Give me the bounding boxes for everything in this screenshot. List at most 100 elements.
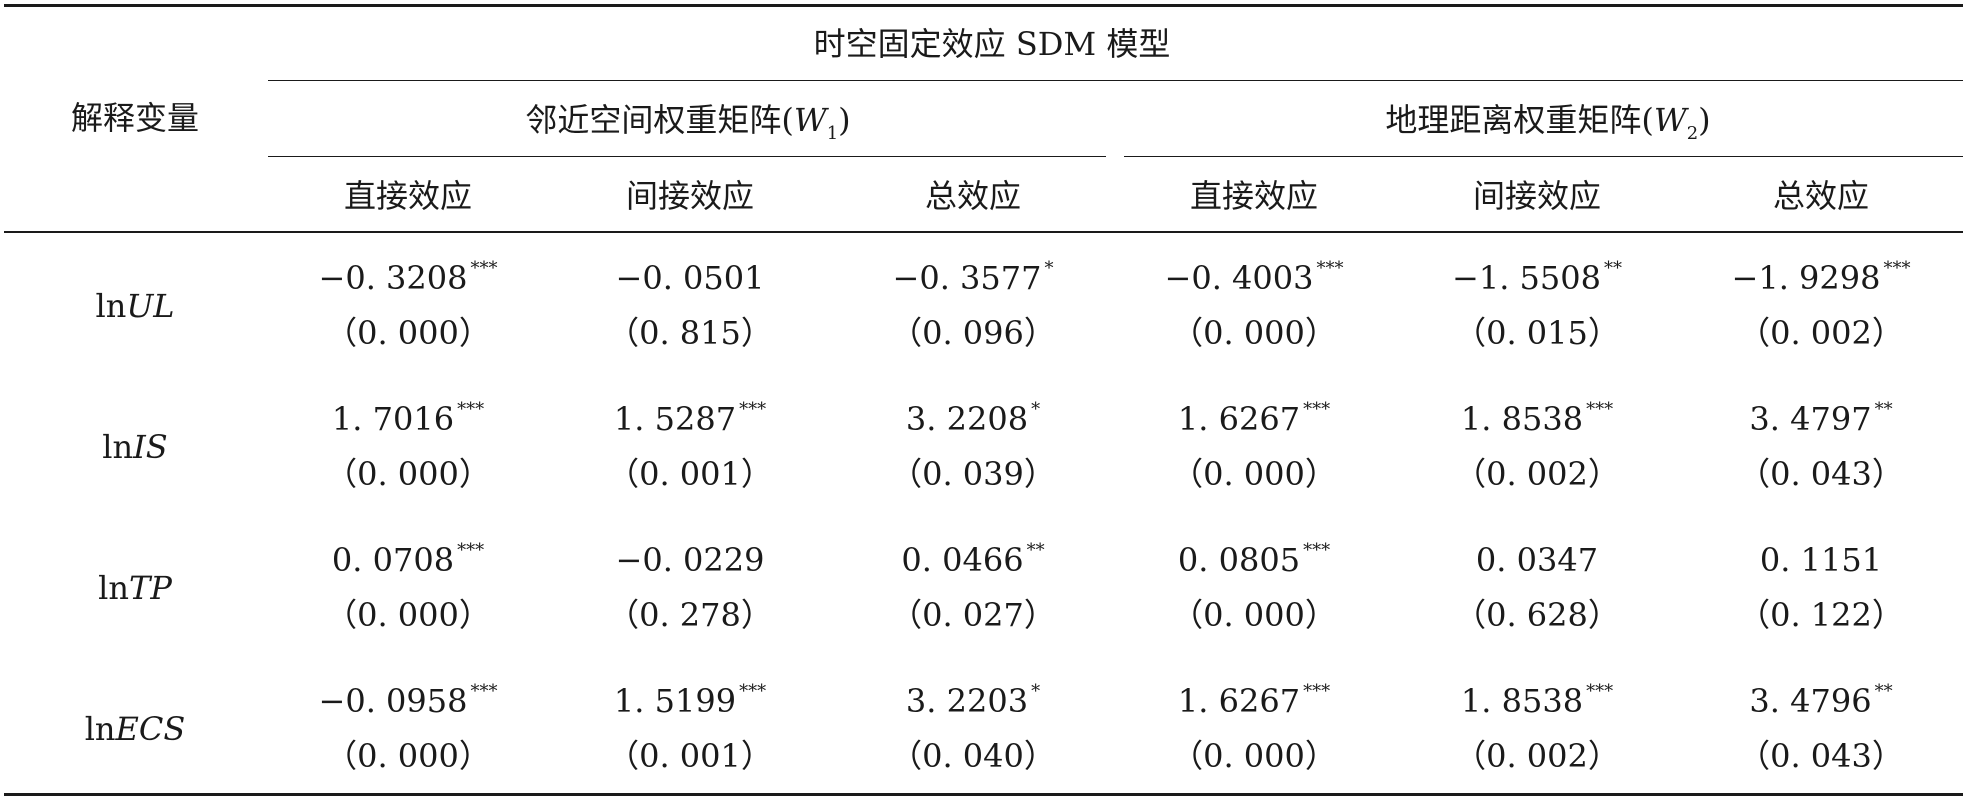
w2-header-symbol: W	[1653, 101, 1687, 139]
p-value-cell: （0. 000）	[1171, 737, 1337, 775]
p-value-cell: （0. 000）	[325, 455, 491, 493]
coefficient-cell: −0. 0229	[616, 544, 765, 576]
coefficient-value: 1. 8538	[1460, 400, 1584, 438]
variable-prefix: ln	[98, 569, 129, 607]
coefficient-cell: 0. 0708 ***	[332, 542, 484, 577]
coefficient-cell: 3. 2208 *	[905, 400, 1040, 438]
coefficient-value: −0. 4003	[1164, 259, 1314, 297]
top-rule	[4, 4, 1963, 7]
p-value-cell: （0. 628）	[1454, 596, 1620, 634]
p-value-cell: （0. 039）	[890, 455, 1056, 493]
coefficient-cell: 3. 4796 **	[1749, 682, 1892, 720]
coefficient-value: −0. 0229	[615, 541, 765, 579]
coefficient-value: 0. 1151	[1759, 541, 1883, 579]
p-value-cell: （0. 027）	[890, 596, 1056, 634]
p-value-cell: （0. 000）	[325, 737, 491, 775]
coefficient-cell: −0. 4003 ***	[1164, 259, 1344, 297]
variable-prefix: ln	[95, 287, 127, 325]
significance-stars: **	[1603, 258, 1622, 279]
coefficient-value: 1. 5199	[613, 682, 737, 720]
significance-stars: **	[1874, 399, 1893, 420]
coefficient-cell: 1. 5287 ***	[614, 401, 766, 436]
p-value-cell: （0. 000）	[1171, 455, 1337, 493]
effect-header-w1-total: 总效应	[924, 177, 1022, 215]
coefficient-value: 3. 2208	[905, 400, 1029, 438]
significance-stars: ***	[1586, 681, 1614, 702]
effect-header-w2-indirect: 间接效应	[1472, 177, 1602, 215]
w1-header-symbol: W	[793, 101, 827, 139]
model-header-rule	[268, 80, 1963, 81]
row-variable-label: lnIS	[102, 431, 167, 463]
effect-header-w2-total: 总效应	[1772, 177, 1870, 215]
coefficient-cell: 0. 0805 ***	[1177, 541, 1330, 579]
effect-header-w2-direct: 直接效应	[1189, 177, 1319, 215]
row-variable-label: lnUL	[95, 290, 174, 322]
coefficient-cell: 0. 0466 **	[901, 541, 1044, 579]
coefficient-value: 3. 4797	[1749, 400, 1872, 438]
variable-prefix: ln	[102, 428, 134, 466]
w2-header-prefix: 地理距离权重矩阵(	[1385, 101, 1654, 139]
p-value-cell: （0. 043）	[1738, 455, 1904, 493]
significance-stars: ***	[470, 681, 498, 702]
bottom-rule	[4, 793, 1963, 796]
coefficient-value: 1. 7016	[331, 400, 455, 438]
significance-stars: ***	[1303, 399, 1331, 420]
coefficient-value: 3. 4796	[1749, 682, 1872, 720]
coefficient-cell: 1. 6267 ***	[1178, 401, 1330, 436]
model-header: 时空固定效应 SDM 模型	[813, 25, 1171, 63]
coefficient-value: 0. 0805	[1177, 541, 1301, 579]
coefficient-cell: −1. 9298 ***	[1732, 260, 1911, 295]
w2-header-suffix: )	[1698, 101, 1711, 139]
p-value-cell: （0. 002）	[1738, 314, 1904, 352]
w2-matrix-header: 地理距离权重矩阵(W2)	[1385, 101, 1711, 143]
coefficient-cell: −0. 3577 *	[893, 260, 1054, 295]
coefficient-cell: 1. 8538 ***	[1460, 400, 1613, 438]
p-value-cell: （0. 096）	[890, 314, 1056, 352]
significance-stars: **	[1874, 681, 1893, 702]
p-value-cell: （0. 002）	[1454, 455, 1620, 493]
w2-header-rule	[1124, 156, 1963, 157]
p-value-cell: （0. 015）	[1454, 314, 1620, 352]
p-value-cell: （0. 278）	[607, 596, 773, 634]
w1-header-suffix: )	[838, 101, 851, 139]
coefficient-cell: −0. 0958 ***	[318, 682, 498, 720]
significance-stars: ***	[457, 399, 485, 420]
w1-header-subscript: 1	[826, 123, 839, 144]
significance-stars: ***	[457, 540, 485, 561]
significance-stars: *	[1044, 258, 1054, 279]
p-value-cell: （0. 000）	[1171, 314, 1337, 352]
coefficient-value: 3. 2203	[905, 682, 1029, 720]
coefficient-cell: 0. 0347	[1476, 544, 1598, 576]
coefficient-value: 1. 6267	[1177, 682, 1301, 720]
w1-matrix-header: 邻近空间权重矩阵(W1)	[525, 101, 851, 143]
variable-column-header: 解释变量	[70, 99, 200, 137]
coefficient-cell: 1. 5199 ***	[613, 682, 766, 720]
row-variable-label: lnTP	[98, 572, 172, 604]
variable-name: UL	[126, 287, 175, 325]
p-value-cell: （0. 000）	[1171, 596, 1337, 634]
coefficient-cell: −0. 3208 ***	[318, 259, 498, 297]
p-value-cell: （0. 000）	[325, 596, 491, 634]
w1-header-prefix: 邻近空间权重矩阵(	[525, 101, 794, 139]
coefficient-cell: 1. 8538 ***	[1460, 682, 1613, 720]
p-value-cell: （0. 000）	[325, 314, 491, 352]
significance-stars: ***	[1586, 399, 1614, 420]
coefficient-value: 0. 0466	[901, 541, 1024, 579]
coefficient-value: 0. 0347	[1475, 541, 1599, 579]
w1-header-rule	[268, 156, 1106, 157]
variable-name: TP	[128, 569, 172, 607]
effect-header-w1-direct: 直接效应	[343, 177, 473, 215]
coefficient-value: 1. 8538	[1460, 682, 1584, 720]
p-value-cell: （0. 043）	[1738, 737, 1904, 775]
variable-name: ECS	[115, 710, 186, 748]
coefficient-value: −0. 0958	[318, 682, 468, 720]
significance-stars: ***	[1303, 681, 1331, 702]
coefficient-cell: 3. 4797 **	[1749, 400, 1892, 438]
coefficient-value: −0. 3208	[318, 259, 468, 297]
significance-stars: ***	[1303, 540, 1331, 561]
coefficient-cell: −1. 5508 **	[1452, 260, 1622, 295]
row-variable-label: lnECS	[85, 713, 186, 745]
effect-header-w1-indirect: 间接效应	[625, 177, 755, 215]
w2-header-subscript: 2	[1686, 123, 1699, 144]
